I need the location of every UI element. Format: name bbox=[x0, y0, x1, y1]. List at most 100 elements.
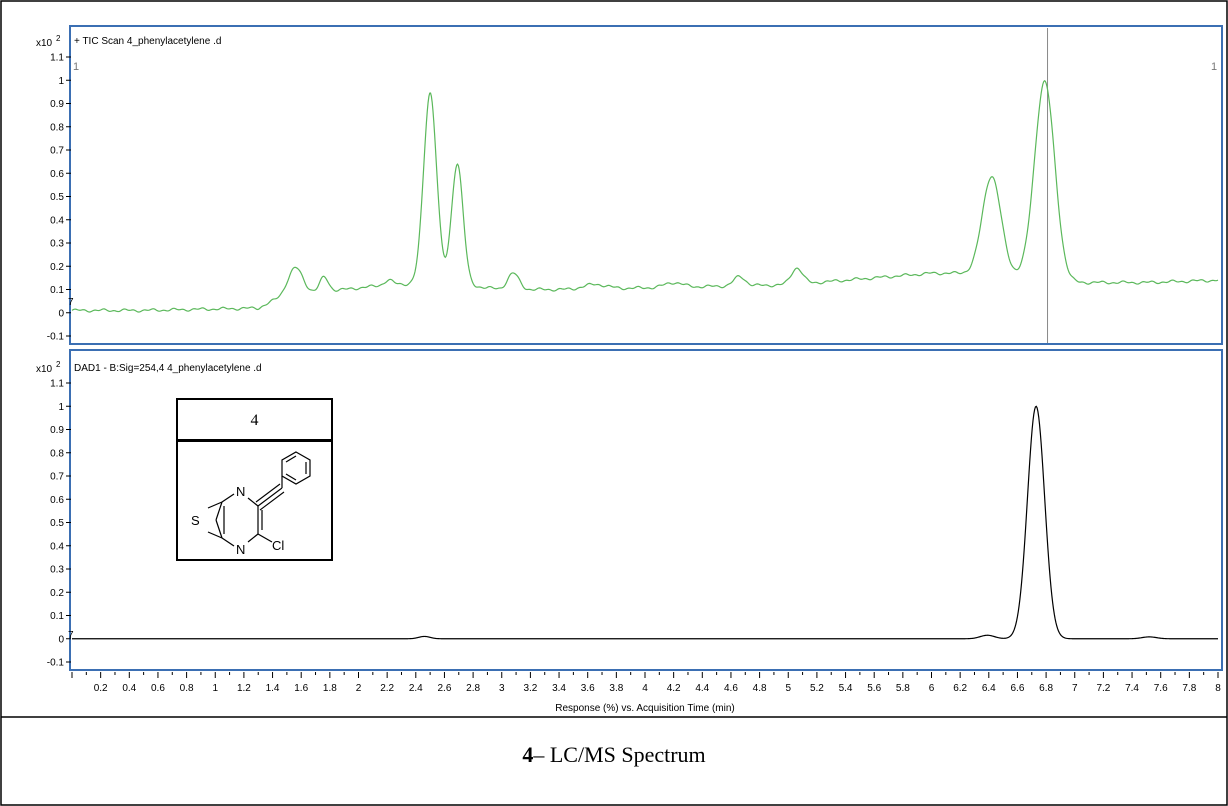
x-tick-label: 7.6 bbox=[1154, 683, 1168, 694]
tic-y-tick-label: 0.7 bbox=[50, 146, 64, 157]
x-tick-label: 3.4 bbox=[552, 683, 566, 694]
x-tick-label: 2.4 bbox=[409, 683, 423, 694]
x-tick-label: 7.2 bbox=[1096, 683, 1110, 694]
tic-y-tick-label: 1 bbox=[58, 76, 64, 87]
atom-n-bottom: N bbox=[236, 542, 245, 557]
atom-n-top: N bbox=[236, 484, 245, 499]
x-tick-label: 2.6 bbox=[437, 683, 451, 694]
tic-y-tick-label: 0 bbox=[58, 308, 64, 319]
tic-y-tick-label: 0.8 bbox=[50, 122, 64, 133]
x-tick-label: 1.4 bbox=[266, 683, 280, 694]
tic-y-tick-label: -0.1 bbox=[47, 332, 65, 343]
dad-scale-exponent: 2 bbox=[56, 360, 61, 369]
x-tick-label: 1.8 bbox=[323, 683, 337, 694]
compound-label: 4 bbox=[178, 400, 331, 442]
tic-y-tick-label: 0.5 bbox=[50, 192, 64, 203]
dad-baseline-marker: 7 bbox=[68, 630, 74, 641]
figure-caption: 4– LC/MS Spectrum bbox=[0, 742, 1228, 768]
dad-y-tick-label: -0.1 bbox=[47, 658, 65, 669]
tic-series-line bbox=[71, 79, 1219, 313]
x-tick-label: 3 bbox=[499, 683, 505, 694]
x-axis: 0.2 0.4 0.6 0.8 1 1.2 1.4 1.6 1.8 2 2.2 2.4 2.6 2.8 3 3… bbox=[71, 672, 1221, 694]
dad-y-tick-label: 0.3 bbox=[50, 565, 64, 576]
tic-plot-frame bbox=[69, 25, 1223, 345]
dad-y-tick-label: 0.8 bbox=[50, 448, 64, 459]
tic-y-axis: -0.1 0 0.1 0.2 0.3 0.4 0.5 0.6 0.7 0.8 0.9 1 1.1 bbox=[47, 53, 71, 343]
x-tick-label: 5.6 bbox=[867, 683, 881, 694]
pyrazine-ring bbox=[221, 493, 263, 547]
tic-y-tick-label: 0.3 bbox=[50, 239, 64, 250]
x-tick-label: 3.2 bbox=[523, 683, 537, 694]
tic-y-tick-label: 0.2 bbox=[50, 262, 64, 273]
thiophene-ring bbox=[207, 501, 223, 539]
dad-panel-title: DAD1 - B:Sig=254,4 4_phenylacetylene .d bbox=[74, 363, 262, 374]
x-tick-label: 4.2 bbox=[667, 683, 681, 694]
tic-y-tick-label: 0.6 bbox=[50, 169, 64, 180]
x-tick-label: 5.2 bbox=[810, 683, 824, 694]
x-tick-label: 6 bbox=[929, 683, 935, 694]
dad-y-tick-label: 0.6 bbox=[50, 495, 64, 506]
x-tick-label: 5.4 bbox=[839, 683, 853, 694]
x-tick-label: 0.6 bbox=[151, 683, 165, 694]
x-tick-label: 4.8 bbox=[753, 683, 767, 694]
molecule-structure: S N N Cl bbox=[191, 451, 311, 557]
tic-corner-right: 1 bbox=[1211, 61, 1217, 73]
dad-y-tick-label: 0.7 bbox=[50, 472, 64, 483]
caption-text: – LC/MS Spectrum bbox=[533, 742, 706, 767]
x-tick-label: 1.6 bbox=[294, 683, 308, 694]
alkyne-bond bbox=[255, 483, 285, 511]
dad-y-tick-label: 1 bbox=[58, 402, 64, 413]
x-tick-label: 7.8 bbox=[1182, 683, 1196, 694]
x-tick-label: 2 bbox=[356, 683, 362, 694]
x-tick-label: 0.8 bbox=[180, 683, 194, 694]
compound-structure-box: 4 S N N Cl bbox=[176, 398, 333, 561]
x-tick-label: 6.8 bbox=[1039, 683, 1053, 694]
x-tick-label: 7.4 bbox=[1125, 683, 1139, 694]
phenyl-ring bbox=[281, 451, 311, 485]
x-tick-label: 0.4 bbox=[122, 683, 136, 694]
tic-scale-label: x10 bbox=[36, 38, 53, 49]
dad-plot-frame bbox=[69, 349, 1223, 671]
caption-number: 4 bbox=[522, 742, 534, 767]
x-tick-label: 8 bbox=[1215, 683, 1221, 694]
tic-y-tick-label: 1.1 bbox=[50, 53, 64, 64]
x-tick-label: 4.4 bbox=[695, 683, 709, 694]
x-tick-label: 4 bbox=[642, 683, 648, 694]
x-tick-label: 1.2 bbox=[237, 683, 251, 694]
x-tick-label: 3.8 bbox=[609, 683, 623, 694]
dad-y-tick-label: 1.1 bbox=[50, 379, 64, 390]
atom-cl: Cl bbox=[272, 538, 284, 553]
x-tick-label: 7 bbox=[1072, 683, 1078, 694]
dad-y-tick-label: 0.4 bbox=[50, 541, 64, 552]
dad-y-tick-label: 0.1 bbox=[50, 611, 64, 622]
dad-series-line bbox=[72, 405, 1218, 640]
dad-y-tick-label: 0 bbox=[58, 634, 64, 645]
x-tick-label: 2.2 bbox=[380, 683, 394, 694]
tic-y-tick-label: 0.9 bbox=[50, 99, 64, 110]
x-tick-label: 1 bbox=[212, 683, 218, 694]
x-axis-title: Response (%) vs. Acquisition Time (min) bbox=[555, 703, 735, 714]
x-tick-label: 0.2 bbox=[94, 683, 108, 694]
dad-y-axis: -0.1 0 0.1 0.2 0.3 0.4 0.5 0.6 0.7 0.8 0.9 1 1.1 bbox=[47, 379, 71, 669]
x-tick-label: 3.6 bbox=[581, 683, 595, 694]
tic-y-tick-label: 0.4 bbox=[50, 215, 64, 226]
x-tick-label: 6.2 bbox=[953, 683, 967, 694]
x-tick-label: 6.6 bbox=[1010, 683, 1024, 694]
dad-y-tick-label: 0.5 bbox=[50, 518, 64, 529]
chloro-bond bbox=[257, 533, 273, 543]
dad-y-tick-label: 0.9 bbox=[50, 425, 64, 436]
tic-corner-left: 1 bbox=[73, 61, 79, 73]
dad-scale-label: x10 bbox=[36, 364, 53, 375]
tic-panel: x10 2 + TIC Scan 4_phenylacetylene .d 1 … bbox=[36, 25, 1223, 345]
x-tick-label: 5 bbox=[785, 683, 791, 694]
tic-scale-exponent: 2 bbox=[56, 34, 61, 43]
dad-y-tick-label: 0.2 bbox=[50, 588, 64, 599]
x-tick-label: 4.6 bbox=[724, 683, 738, 694]
tic-baseline-marker: 7 bbox=[68, 297, 74, 308]
x-tick-label: 2.8 bbox=[466, 683, 480, 694]
x-tick-label: 5.8 bbox=[896, 683, 910, 694]
dad-panel: x10 2 DAD1 - B:Sig=254,4 4_phenylacetyle… bbox=[36, 349, 1223, 714]
